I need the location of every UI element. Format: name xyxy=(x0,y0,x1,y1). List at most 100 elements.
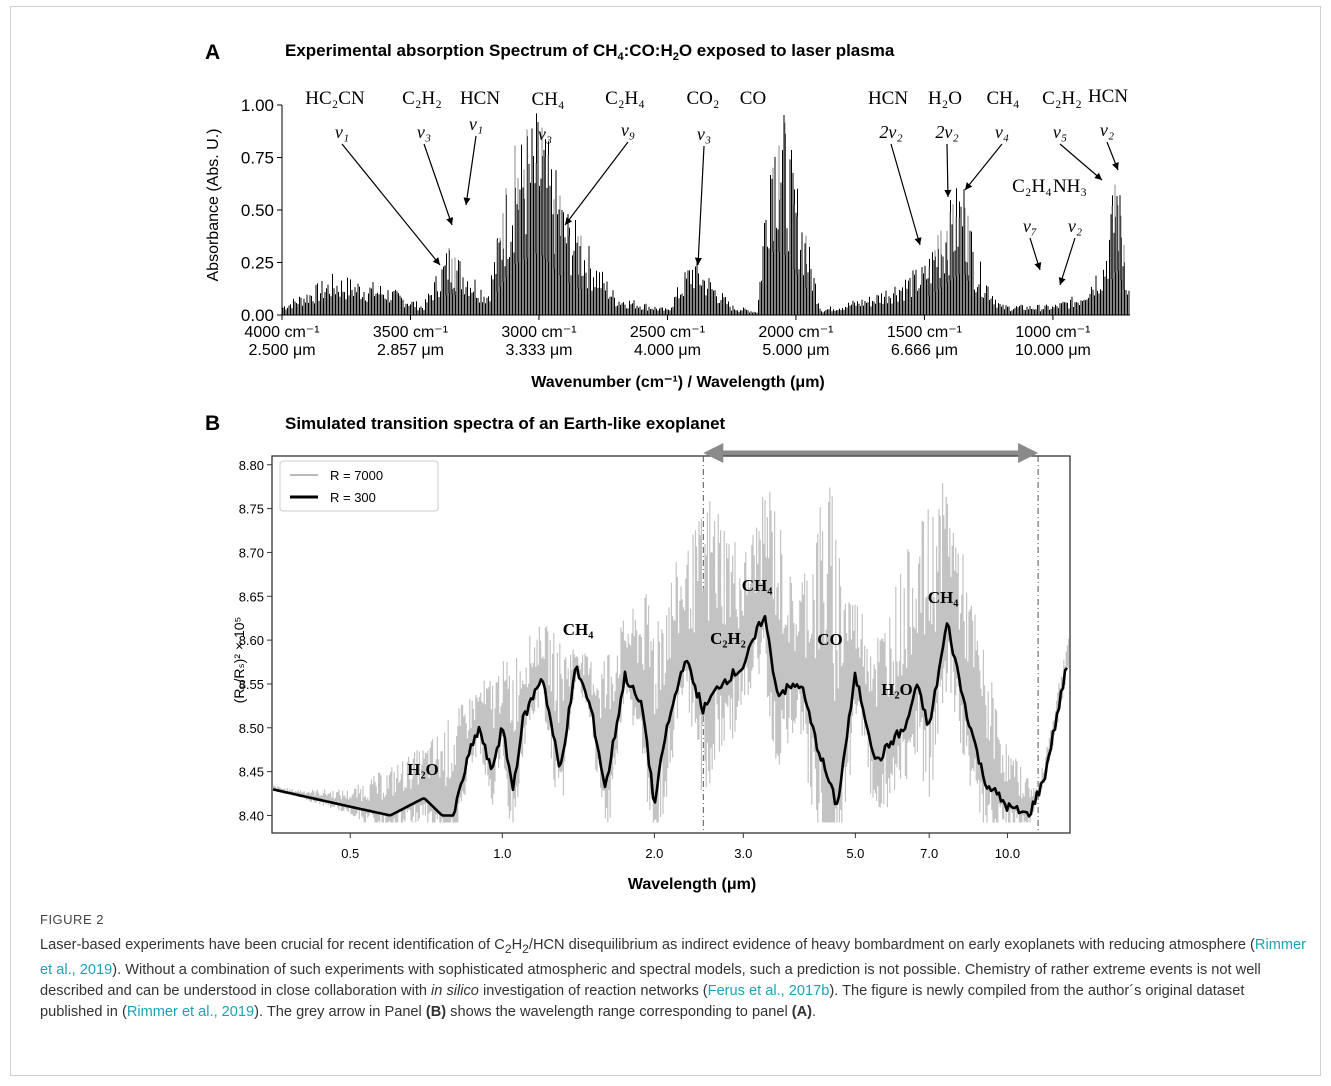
panel-a-mode-label: ν₁ xyxy=(335,122,349,142)
panel-b-species-label: CH₄ xyxy=(742,576,773,595)
panel-a-species-label: HCN xyxy=(1088,86,1128,107)
panel-a-mode-label: ν₂ xyxy=(1068,216,1082,236)
panel-a-annotation-arrow xyxy=(1058,237,1076,286)
panel-a-mode-label: 2ν₂ xyxy=(935,122,958,142)
citation-link-rimmer-2019[interactable]: Rimmer et al., 2019 xyxy=(40,937,1306,978)
panel-a-mode-label: ν₃ xyxy=(538,124,552,144)
panel-a-xtick-wl: 3.333 μm xyxy=(505,342,572,359)
panel-b-legend: R = 7000 R = 300 xyxy=(279,460,439,512)
panel-a-title: Experimental absorption Spectrum of CH4:… xyxy=(285,41,895,63)
panel-a-mode-label: ν₃ xyxy=(417,122,431,142)
figure-caption: Laser-based experiments have been crucia… xyxy=(40,937,1306,1020)
panel-a-species-label: C₂H₂ xyxy=(1042,88,1082,109)
panel-a-annotations: HC₂CN ν₁ C₂H₂ ν₃ HCN ν₁ CH₄ ν₃ C₂H₄ ν₉ CO₂ ν₃ CO HCN 2… xyxy=(305,86,1128,286)
panel-a-annotation-arrow xyxy=(1029,237,1042,271)
panel-a-xtick-wl: 2.500 μm xyxy=(248,342,315,359)
panel-a-xtick-wn: 2500 cm⁻¹ xyxy=(630,324,705,341)
panel-a-species-label: HC₂CN xyxy=(305,88,365,109)
panel-a-mode-label: ν₇ xyxy=(1023,216,1037,236)
panel-a-mode-label: ν₂ xyxy=(1100,120,1114,140)
panel-a-ytick-label: 0.00 xyxy=(241,306,274,325)
panel-b-xlabel: Wavelength (μm) xyxy=(628,876,756,893)
panel-a-mode-label: ν₃ xyxy=(697,124,711,144)
panel-a-species-label: CH₄ xyxy=(986,88,1019,109)
panel-a-ytick-label: 0.50 xyxy=(241,201,274,220)
panel-a-annotation-arrow xyxy=(964,143,1003,191)
panel-a-species-label: C₂H₄ xyxy=(1012,176,1052,197)
panel-a-annotation-arrow xyxy=(694,145,705,266)
panel-b-ytick-label: 8.55 xyxy=(239,677,264,692)
panel-a-ytick-label: 0.75 xyxy=(241,149,274,168)
panel-b-annotations: H₂O CH₄ C₂H₂ CH₄ CO H₂O CH₄ xyxy=(407,576,958,779)
panel-a-xtick-wn: 2000 cm⁻¹ xyxy=(758,324,833,341)
panel-b-xtick-label: 1.0 xyxy=(493,846,511,861)
panel-b-ytick-label: 8.50 xyxy=(239,721,264,736)
panel-a-annotation-arrow xyxy=(341,143,441,266)
panel-a-xtick-wn: 1500 cm⁻¹ xyxy=(887,324,962,341)
panel-a-xtick-wn: 1000 cm⁻¹ xyxy=(1015,324,1090,341)
panel-b-plot-frame xyxy=(271,455,1071,834)
panel-a-species-label: CO₂ xyxy=(686,88,719,109)
panel-a-annotation-arrow xyxy=(1106,141,1119,171)
panel-b-species-label: H₂O xyxy=(407,760,439,779)
panel-a-spectrum-grey xyxy=(445,122,1125,296)
panel-a-species-label: C₂H₂ xyxy=(402,88,442,109)
panel-a-xtick-wn: 4000 cm⁻¹ xyxy=(244,324,319,341)
panel-a-axes: 0.00 0.25 0.50 0.75 1.00 4000 cm⁻¹2.500 μm 350… xyxy=(241,96,1130,359)
panel-a-annotation-arrow xyxy=(1059,143,1103,181)
figure-canvas: A Experimental absorption Spectrum of CH… xyxy=(205,41,1130,893)
panel-b-species-label: CH₄ xyxy=(928,588,959,607)
figure-label: FIGURE 2 xyxy=(40,912,104,927)
panel-a-annotation-arrow xyxy=(944,143,952,198)
panel-a-species-label: C₂H₄ xyxy=(605,88,645,109)
r7000-series xyxy=(272,483,1070,823)
panel-b-ytick-label: 8.45 xyxy=(239,765,264,780)
panel-b-title: Simulated transition spectra of an Earth… xyxy=(285,414,726,433)
panel-a-ylabel: Absorbance (Abs. U.) xyxy=(205,129,222,282)
panel-b-xtick-label: 5.0 xyxy=(846,846,864,861)
panel-a-mode-label: 2ν₂ xyxy=(879,122,902,142)
panel-b-axes: 8.40 8.45 8.50 8.55 8.60 8.65 8.70 8.75 8.80 0.5 1… xyxy=(239,443,1071,861)
panel-a-ytick-label: 0.25 xyxy=(241,254,274,273)
panel-b-ytick-label: 8.75 xyxy=(239,502,264,517)
panel-a-annotation-arrow xyxy=(564,141,629,226)
panel-b-ytick-label: 8.40 xyxy=(239,808,264,823)
panel-a-letter: A xyxy=(205,41,220,64)
panel-a-species-label: CO xyxy=(740,88,766,109)
panel-b-species-label: H₂O xyxy=(881,680,913,699)
panel-b-species-label: CH₄ xyxy=(563,620,594,639)
panel-a-mode-label: ν₉ xyxy=(621,120,635,140)
panel-b-ytick-label: 8.65 xyxy=(239,589,264,604)
panel-a-annotation-arrow xyxy=(463,135,477,206)
panel-b-xtick-label: 3.0 xyxy=(734,846,752,861)
panel-a-xlabel: Wavenumber (cm⁻¹) / Wavelength (μm) xyxy=(531,374,825,391)
panel-b-xtick-label: 7.0 xyxy=(920,846,938,861)
panel-a-xtick-wl: 5.000 μm xyxy=(762,342,829,359)
panel-b-ytick-label: 8.70 xyxy=(239,545,264,560)
legend-label-r7000: R = 7000 xyxy=(330,468,383,483)
panel-a-xtick-wl: 2.857 μm xyxy=(377,342,444,359)
panel-b-xtick-label: 0.5 xyxy=(341,846,359,861)
panel-a-mode-label: ν₅ xyxy=(1053,122,1067,142)
panel-b-xtick-label: 2.0 xyxy=(645,846,663,861)
panel-b-species-label: C₂H₂ xyxy=(710,629,746,648)
panel-a-xtick-wn: 3500 cm⁻¹ xyxy=(373,324,448,341)
panel-b-xtick-label: 10.0 xyxy=(995,846,1020,861)
panel-b-letter: B xyxy=(205,412,220,435)
panel-b-spectrum xyxy=(272,483,1070,823)
panel-a-ytick-label: 1.00 xyxy=(241,96,274,115)
panel-b-ytick-label: 8.80 xyxy=(239,458,264,473)
panel-a-annotation-arrow xyxy=(890,143,922,246)
panel-a-mode-label: ν₁ xyxy=(469,114,483,134)
legend-label-r300: R = 300 xyxy=(330,490,376,505)
panel-a-xtick-wl: 4.000 μm xyxy=(634,342,701,359)
panel-a-annotation-arrow xyxy=(423,143,454,226)
panel-a-xtick-wl: 10.000 μm xyxy=(1015,342,1091,359)
figure-frame xyxy=(10,6,1321,1076)
panel-a-species-label: H₂O xyxy=(928,88,962,109)
citation-link-ferus-2017b[interactable]: Ferus et al., 2017b xyxy=(707,982,830,999)
panel-a-species-label: HCN xyxy=(868,88,908,109)
panel-a-species-label: HCN xyxy=(460,88,500,109)
range-arrow-head-right xyxy=(1018,443,1039,463)
citation-link-rimmer-2019-b[interactable]: Rimmer et al., 2019 xyxy=(126,1003,255,1020)
